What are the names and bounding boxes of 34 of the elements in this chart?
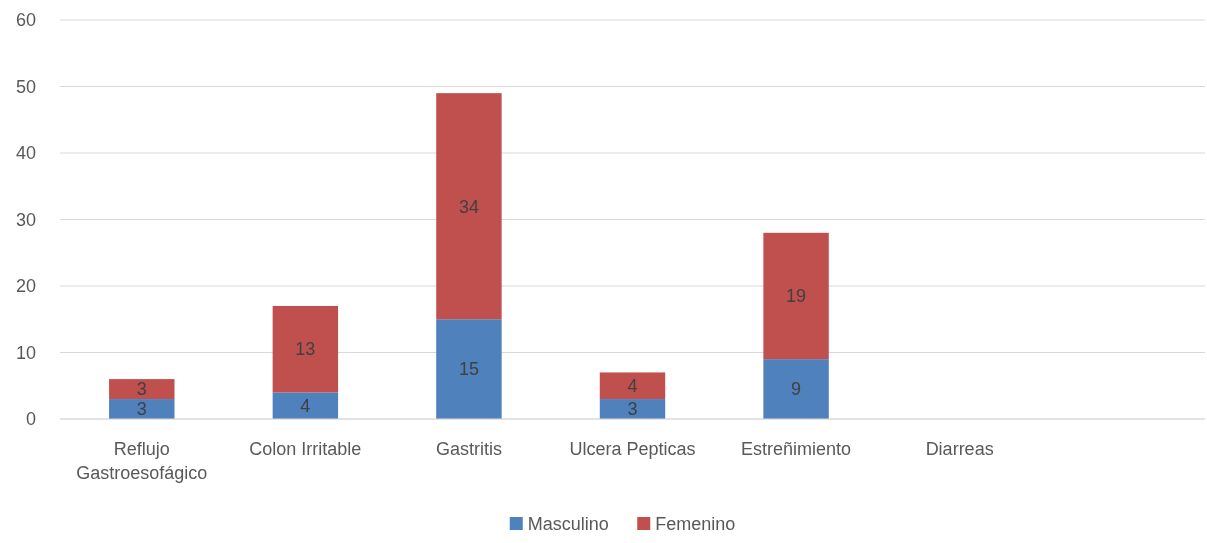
bar bbox=[763, 232, 829, 360]
y-tick-label: 50 bbox=[15, 76, 36, 97]
x-tick-label: Estreñimiento bbox=[741, 439, 852, 459]
data-label: 4 bbox=[627, 376, 638, 397]
bar bbox=[272, 392, 339, 419]
data-label: 4 bbox=[300, 396, 311, 416]
data-label: 3 bbox=[627, 399, 638, 420]
data-label: 15 bbox=[458, 359, 479, 380]
bar bbox=[436, 319, 502, 419]
bar bbox=[272, 305, 339, 393]
y-tick-label: 30 bbox=[15, 209, 36, 230]
bar bbox=[109, 379, 175, 400]
bar bbox=[109, 399, 175, 419]
data-label: 9 bbox=[791, 379, 802, 400]
x-tick-label: Colon Irritable bbox=[249, 439, 362, 459]
y-tick-label: 20 bbox=[15, 276, 36, 297]
data-label: 3 bbox=[136, 379, 147, 400]
x-tick-label: Reflujo Gastroesofágico bbox=[76, 439, 208, 483]
legend-label: Masculino bbox=[527, 514, 609, 534]
x-tick-label: Diarreas bbox=[925, 439, 994, 459]
bar bbox=[599, 372, 666, 400]
data-label: 3 bbox=[136, 399, 147, 420]
x-tick-label: Ulcera Pepticas bbox=[569, 439, 696, 459]
data-label: 13 bbox=[295, 339, 316, 360]
data-label: 34 bbox=[458, 196, 479, 217]
x-tick-label: Gastritis bbox=[435, 439, 502, 459]
y-tick-label: 40 bbox=[15, 143, 36, 164]
bar bbox=[436, 93, 502, 320]
bar bbox=[763, 359, 829, 419]
y-tick-label: 0 bbox=[25, 409, 36, 430]
legend-label: Femenino bbox=[655, 514, 736, 534]
y-tick-label: 60 bbox=[15, 10, 36, 31]
y-tick-label: 10 bbox=[15, 342, 36, 363]
data-label: 19 bbox=[786, 286, 807, 307]
